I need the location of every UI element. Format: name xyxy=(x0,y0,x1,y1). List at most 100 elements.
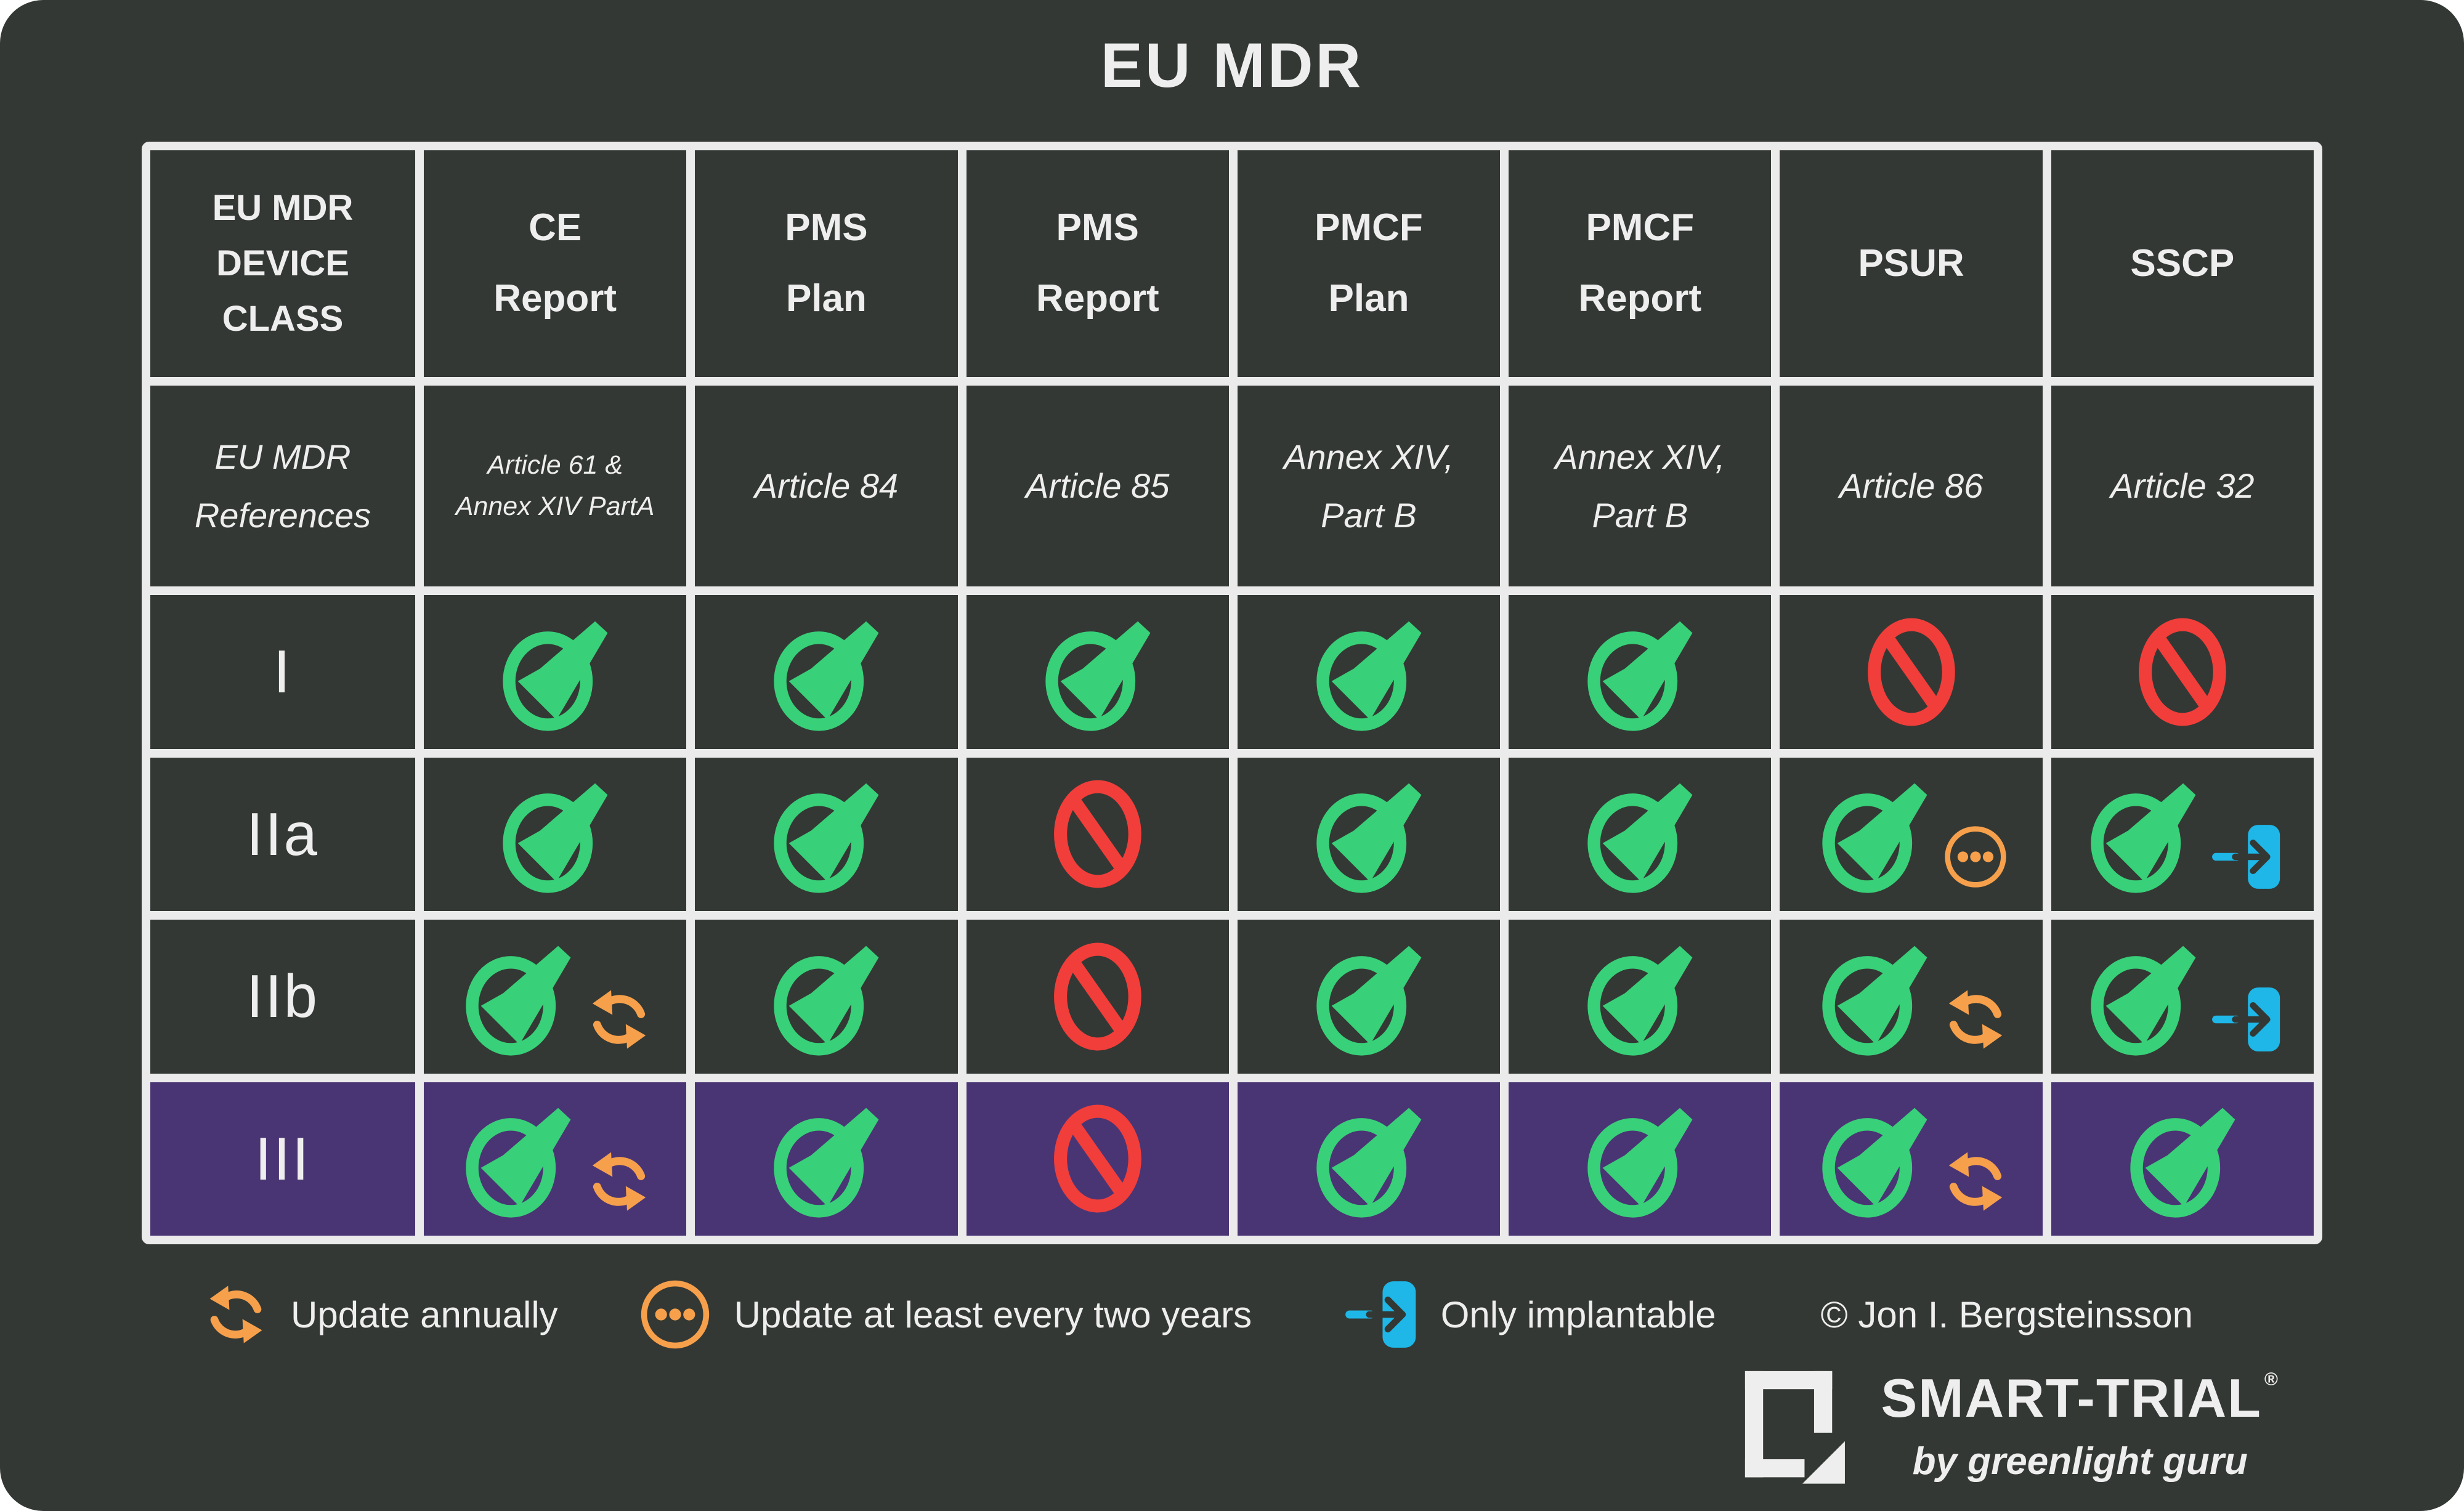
cell-IIa-sscp xyxy=(2051,757,2314,911)
cell-III-ce_report xyxy=(424,1082,687,1236)
prohibited-icon xyxy=(2131,612,2234,732)
check-circle-icon xyxy=(458,1098,578,1219)
refresh-icon xyxy=(1942,1148,2009,1215)
cell-IIa-pmcf_report xyxy=(1509,757,1772,911)
icon-group xyxy=(1814,774,2009,894)
check-circle-icon xyxy=(495,612,615,732)
prohibited-icon xyxy=(1047,774,1149,894)
check-circle-icon xyxy=(1308,612,1429,732)
check-circle-icon xyxy=(495,774,615,894)
smart-trial-logo-icon xyxy=(1741,1367,1851,1490)
cell-I-pmcf_report xyxy=(1509,595,1772,749)
column-header-pms_report: PMS Report xyxy=(966,150,1229,377)
page-title: EU MDR xyxy=(1100,30,1364,100)
check-circle-icon xyxy=(458,936,578,1057)
cell-III-pms_plan xyxy=(695,1082,958,1236)
logo-name: SMART-TRIAL xyxy=(1881,1367,2262,1428)
icon-group xyxy=(495,774,615,894)
check-circle-icon xyxy=(766,774,886,894)
cell-IIa-psur xyxy=(1780,757,2043,911)
icon-group xyxy=(2122,1098,2243,1219)
column-reference-pms_report: Article 85 xyxy=(966,386,1229,586)
icon-group xyxy=(1579,936,1700,1057)
refresh-icon xyxy=(203,1282,269,1347)
icon-group xyxy=(766,936,886,1057)
check-circle-icon xyxy=(1579,612,1700,732)
column-reference-psur: Article 86 xyxy=(1780,386,2043,586)
legend-item-refresh: Update annually xyxy=(203,1282,558,1347)
logo-wordmark: SMART-TRIAL ® xyxy=(1881,1367,2279,1430)
column-reference-sscp: Article 32 xyxy=(2051,386,2314,586)
cell-IIb-psur xyxy=(1780,920,2043,1074)
column-header-psur: PSUR xyxy=(1780,150,2043,377)
icon-group xyxy=(495,612,615,732)
icon-group xyxy=(766,612,886,732)
column-header-pms_plan: PMS Plan xyxy=(695,150,958,377)
implant-arrow-icon xyxy=(1344,1280,1419,1349)
ellipsis-circle-icon xyxy=(1942,824,2009,890)
column-header-device_class: EU MDR DEVICE CLASS xyxy=(150,150,415,377)
check-circle-icon xyxy=(1308,1098,1429,1219)
icon-group xyxy=(2131,612,2234,732)
column-reference-ce_report: Article 61 & Annex XIV PartA xyxy=(424,386,687,586)
icon-group xyxy=(1814,936,2009,1057)
cell-IIa-ce_report xyxy=(424,757,687,911)
cell-III-pmcf_plan xyxy=(1237,1082,1501,1236)
check-circle-icon xyxy=(1308,936,1429,1057)
ellipsis-circle-icon xyxy=(638,1278,712,1351)
cell-III-pmcf_report xyxy=(1509,1082,1772,1236)
icon-group xyxy=(1860,612,1963,732)
cell-I-ce_report xyxy=(424,595,687,749)
prohibited-icon xyxy=(1047,1098,1149,1219)
check-circle-icon xyxy=(2122,1098,2243,1219)
check-circle-icon xyxy=(1037,612,1158,732)
column-header-pmcf_report: PMCF Report xyxy=(1509,150,1772,377)
refresh-icon xyxy=(586,1148,652,1215)
cell-I-psur xyxy=(1780,595,2043,749)
check-circle-icon xyxy=(2083,774,2203,894)
cell-III-sscp xyxy=(2051,1082,2314,1236)
icon-group xyxy=(1308,936,1429,1057)
check-circle-icon xyxy=(1579,936,1700,1057)
column-header-sscp: SSCP xyxy=(2051,150,2314,377)
cell-IIb-pms_report xyxy=(966,920,1229,1074)
check-circle-icon xyxy=(1579,774,1700,894)
mdr-table: EU MDR DEVICE CLASS CE Report PMS Plan PMS … xyxy=(142,142,2322,1244)
cell-I-pms_plan xyxy=(695,595,958,749)
cell-III-psur xyxy=(1780,1082,2043,1236)
icon-group xyxy=(458,936,652,1057)
icon-group xyxy=(1579,612,1700,732)
icon-group xyxy=(766,774,886,894)
check-circle-icon xyxy=(766,936,886,1057)
row-label-IIa: IIa xyxy=(150,757,415,911)
icon-group xyxy=(1037,612,1158,732)
prohibited-icon xyxy=(1860,612,1963,732)
legend-items: Update annually Update at least every two… xyxy=(142,1278,1716,1351)
check-circle-icon xyxy=(2083,936,2203,1057)
icon-group xyxy=(2083,936,2282,1057)
implant-arrow-icon xyxy=(2211,986,2282,1053)
cell-IIb-sscp xyxy=(2051,920,2314,1074)
cell-IIa-pmcf_plan xyxy=(1237,757,1501,911)
legend-label: Only implantable xyxy=(1440,1294,1716,1335)
cell-I-sscp xyxy=(2051,595,2314,749)
icon-group xyxy=(1047,1098,1149,1219)
icon-group xyxy=(1814,1098,2009,1219)
check-circle-icon xyxy=(766,1098,886,1219)
check-circle-icon xyxy=(1814,936,1935,1057)
cell-IIb-pmcf_plan xyxy=(1237,920,1501,1074)
column-header-ce_report: CE Report xyxy=(424,150,687,377)
icon-group xyxy=(1308,774,1429,894)
refresh-icon xyxy=(586,986,652,1053)
legend-item-dots: Update at least every two years xyxy=(638,1278,1252,1351)
check-circle-icon xyxy=(766,612,886,732)
column-reference-device_class: EU MDR References xyxy=(150,386,415,586)
cell-III-pms_report xyxy=(966,1082,1229,1236)
cell-IIb-pms_plan xyxy=(695,920,958,1074)
check-circle-icon xyxy=(1814,1098,1935,1219)
icon-group xyxy=(1579,1098,1700,1219)
check-circle-icon xyxy=(1579,1098,1700,1219)
icon-group xyxy=(1047,774,1149,894)
logo-text: SMART-TRIAL ® by greenlight guru xyxy=(1881,1367,2279,1483)
